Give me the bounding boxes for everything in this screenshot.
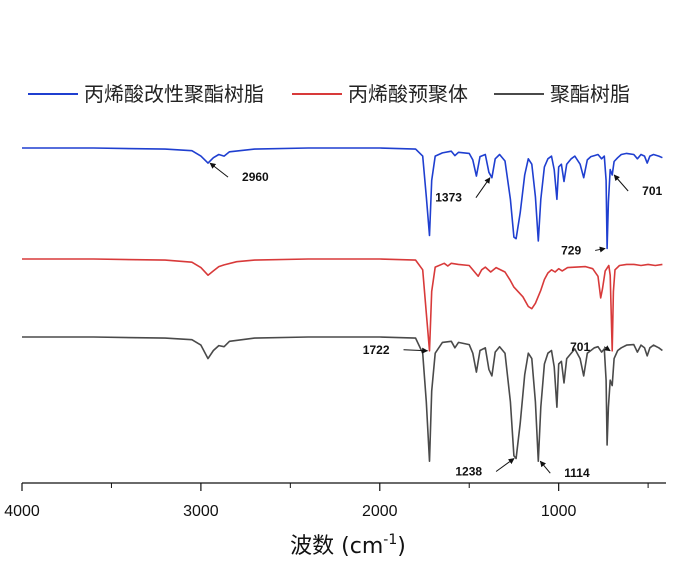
annotation-arrow-5 bbox=[603, 345, 611, 352]
x-tick-label-4000: 4000 bbox=[4, 503, 40, 520]
legend-label-acrylic-modified-polyester: 丙烯酸改性聚酯树脂 bbox=[84, 82, 264, 106]
annotation-label-2960: 2960 bbox=[242, 170, 269, 184]
annotation-arrow-3 bbox=[613, 174, 629, 192]
x-tick-label-3000: 3000 bbox=[183, 503, 219, 520]
series-line-2 bbox=[22, 336, 663, 462]
annotation-label-1722: 1722 bbox=[363, 343, 390, 357]
annotation-label-1373: 1373 bbox=[435, 191, 462, 205]
x-axis: 4000 3000 2000 1000 bbox=[4, 482, 666, 520]
series-line-1 bbox=[22, 258, 663, 352]
annotation-label-1114: 1114 bbox=[564, 466, 590, 480]
series-line-0 bbox=[22, 147, 663, 250]
annotation-label-1238: 1238 bbox=[455, 465, 482, 479]
legend-label-acrylic-prepolymer: 丙烯酸预聚体 bbox=[348, 82, 468, 106]
annotation-arrow-1 bbox=[475, 177, 491, 198]
x-axis-title: 波数 (cm-1) bbox=[290, 532, 406, 559]
x-tick-label-2000: 2000 bbox=[362, 503, 398, 520]
x-tick-label-1000: 1000 bbox=[541, 503, 577, 520]
legend: 丙烯酸改性聚酯树脂 丙烯酸预聚体 聚酯树脂 bbox=[28, 82, 630, 106]
annotation-arrow-0 bbox=[209, 162, 229, 178]
annotation-label-701: 701 bbox=[642, 184, 662, 198]
annotation-label-701: 701 bbox=[570, 340, 590, 354]
series-layer bbox=[22, 147, 663, 462]
annotation-arrow-6 bbox=[495, 458, 515, 472]
legend-label-polyester-resin: 聚酯树脂 bbox=[550, 82, 630, 106]
annotation-label-729: 729 bbox=[561, 243, 581, 257]
annotation-arrow-2 bbox=[595, 246, 606, 253]
annotation-layer: 2960 1373 729 701 1722 701 1238 1114 bbox=[209, 162, 663, 480]
annotation-arrow-4 bbox=[403, 347, 429, 354]
annotation-arrow-7 bbox=[539, 460, 551, 474]
